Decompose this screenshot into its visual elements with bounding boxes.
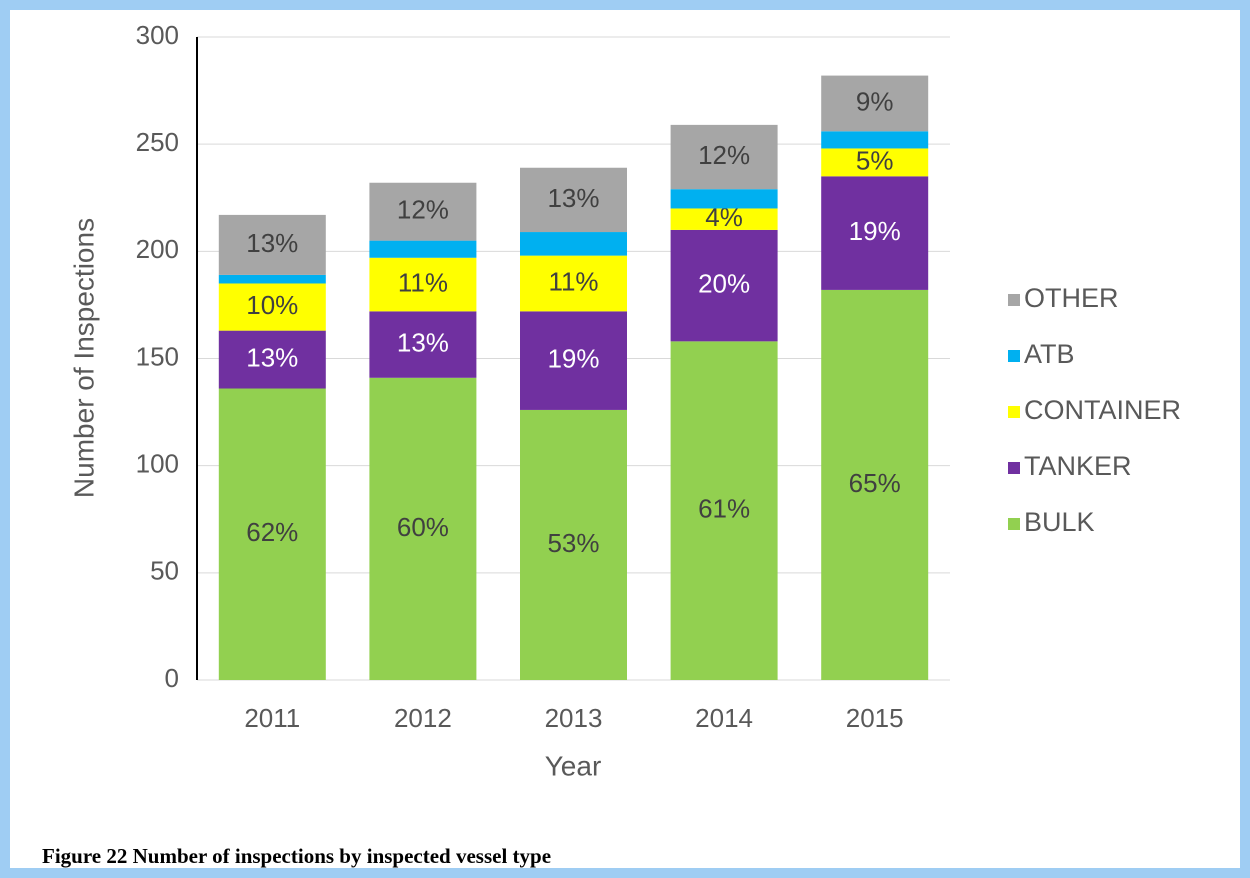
bar-segment — [369, 240, 477, 258]
bar-segment — [520, 311, 627, 410]
bar-segment — [218, 388, 326, 680]
y-tick-label: 0 — [165, 663, 179, 693]
y-tick-label: 150 — [136, 341, 179, 371]
bar-segment — [369, 377, 477, 680]
data-label: 19% — [547, 344, 599, 374]
data-label: 11% — [398, 267, 448, 297]
legend-swatch — [1008, 350, 1020, 362]
y-tick-label: 50 — [150, 556, 179, 586]
data-label: 60% — [397, 512, 449, 542]
bar-segment — [218, 330, 326, 389]
data-label: 13% — [246, 228, 298, 258]
y-tick-label: 300 — [136, 20, 179, 50]
bar-segment — [218, 214, 326, 275]
legend-swatch — [1008, 406, 1020, 418]
bar-segment — [218, 274, 326, 284]
bar-segment — [821, 148, 929, 177]
data-label: 13% — [547, 183, 599, 213]
bar-segment — [821, 75, 929, 132]
bar-segment — [821, 131, 929, 149]
x-tick-label: 2013 — [545, 703, 603, 733]
bar-segment — [670, 208, 778, 230]
bar-segment — [520, 167, 627, 233]
bar-segment — [670, 229, 778, 342]
legend-swatch — [1008, 294, 1020, 306]
bar-segment — [520, 255, 627, 312]
data-label: 12% — [698, 140, 750, 170]
y-axis-label: Number of Inspections — [68, 218, 99, 498]
x-tick-label: 2011 — [244, 703, 300, 733]
bar-segment — [670, 341, 778, 680]
x-tick-label: 2014 — [695, 703, 753, 733]
data-label: 5% — [856, 145, 894, 175]
y-tick-label: 250 — [136, 127, 179, 157]
bar-segment — [821, 176, 929, 290]
data-label: 10% — [246, 290, 298, 320]
legend-label: ATB — [1024, 339, 1075, 369]
bar-segment — [369, 257, 477, 312]
bar-segment — [821, 289, 929, 680]
data-label: 13% — [246, 342, 298, 372]
bar-segment — [369, 182, 477, 241]
legend-swatch — [1008, 462, 1020, 474]
legend-label: CONTAINER — [1024, 395, 1181, 425]
data-label: 19% — [849, 216, 901, 246]
x-tick-label: 2012 — [394, 703, 452, 733]
caption: Figure 22 Number of inspections by inspe… — [42, 844, 551, 868]
data-label: 13% — [397, 327, 449, 357]
legend-label: BULK — [1024, 507, 1095, 537]
legend-label: OTHER — [1024, 283, 1119, 313]
x-axis-label: Year — [545, 750, 602, 781]
bar-segment — [670, 189, 778, 209]
data-label: 20% — [698, 269, 750, 299]
legend-swatch — [1008, 518, 1020, 530]
y-tick-label: 200 — [136, 234, 179, 264]
bar-segment — [670, 124, 778, 190]
bar-segment — [520, 232, 627, 256]
x-tick-label: 2015 — [846, 703, 904, 733]
data-label: 12% — [397, 195, 449, 225]
bar-segment — [520, 409, 627, 680]
data-label: 9% — [856, 86, 894, 116]
data-label: 65% — [849, 468, 901, 498]
bar-segment — [369, 311, 477, 378]
y-tick-label: 100 — [136, 449, 179, 479]
data-label: 62% — [246, 517, 298, 547]
bar-segment — [218, 283, 326, 331]
legend-label: TANKER — [1024, 451, 1132, 481]
data-label: 53% — [547, 528, 599, 558]
data-label: 11% — [548, 266, 598, 296]
data-label: 61% — [698, 494, 750, 524]
